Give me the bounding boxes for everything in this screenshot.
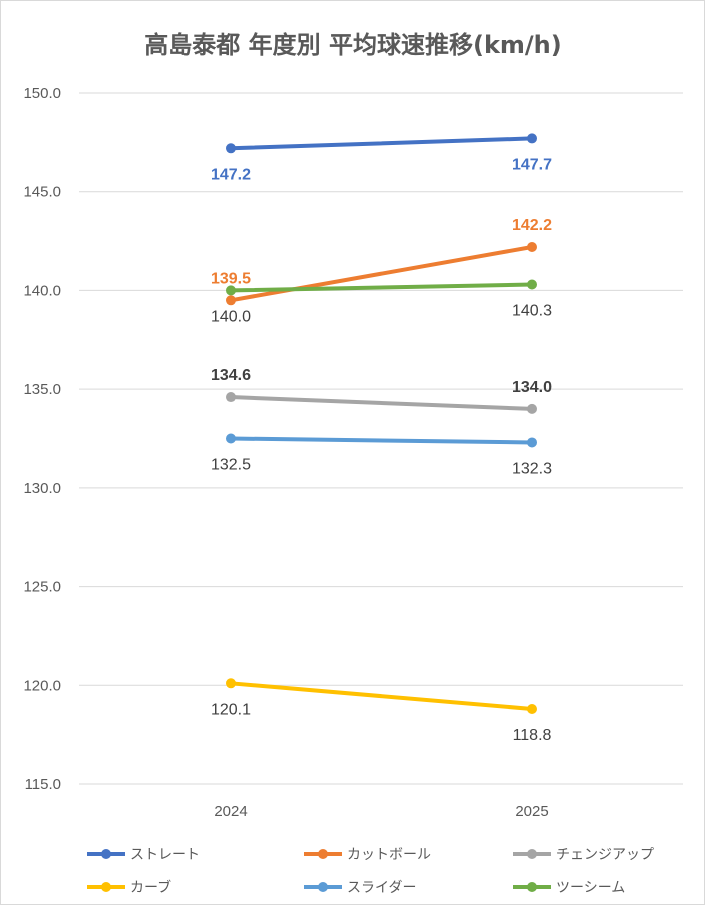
series-2 (226, 241, 537, 306)
y-tick-label: 115.0 (25, 776, 61, 793)
chart-title: 高島泰都 年度別 平均球速推移(km/h) (144, 31, 561, 59)
legend-label: ツーシーム (556, 880, 625, 896)
y-tick-label: 130.0 (23, 480, 61, 497)
data-point (527, 241, 537, 252)
y-tick-label: 120.0 (23, 677, 61, 694)
data-point (226, 143, 236, 154)
x-tick-label: 2025 (515, 803, 548, 820)
series-4 (226, 678, 537, 714)
legend-swatch-marker (527, 882, 537, 892)
series-5 (226, 433, 537, 448)
y-tick-label: 125.0 (23, 579, 61, 596)
series-line (229, 681, 534, 711)
series-6 (226, 279, 537, 296)
data-label: 132.5 (211, 457, 251, 474)
series-line (229, 136, 534, 151)
y-axis: 150.0 145.0 140.0 135.0 130.0 125.0 120.0 115.0 (23, 85, 61, 793)
y-tick-label: 145.0 (23, 184, 61, 201)
data-point (527, 133, 537, 144)
series-line (229, 436, 534, 445)
x-tick-label: 2024 (214, 803, 247, 820)
data-point (527, 703, 537, 714)
legend-label: カーブ (130, 879, 171, 896)
legend-label: スライダー (347, 880, 416, 896)
legend-label: チェンジアップ (556, 847, 654, 863)
data-point (527, 279, 537, 290)
data-point (226, 295, 236, 306)
gridlines (79, 92, 683, 785)
data-point (226, 678, 236, 689)
data-point (226, 285, 236, 296)
data-label: 140.0 (211, 308, 251, 325)
legend-label: カットボール (347, 847, 431, 863)
data-label: 147.2 (211, 166, 251, 183)
series-1 (226, 133, 537, 154)
y-tick-label: 135.0 (23, 381, 61, 398)
y-tick-label: 140.0 (23, 282, 61, 299)
series-3 (226, 392, 537, 414)
x-axis: 2024 2025 (214, 803, 548, 820)
legend-item: カットボール (304, 847, 431, 863)
data-point (226, 433, 236, 444)
data-label: 134.6 (211, 367, 251, 384)
data-label: 140.3 (512, 303, 552, 320)
data-label: 134.0 (512, 379, 552, 396)
legend-swatch-marker (318, 882, 328, 892)
legend-item: カーブ (87, 879, 171, 896)
data-point (226, 392, 236, 403)
data-label: 139.5 (211, 270, 251, 287)
data-label: 142.2 (512, 217, 552, 234)
legend-swatch-marker (101, 849, 111, 859)
data-labels: 147.2 147.7 139.5 142.2 134.6 134.0 120.1 118.8… (211, 156, 552, 744)
series-line (229, 395, 534, 411)
data-point (527, 403, 537, 414)
legend-swatch-marker (527, 849, 537, 859)
data-label: 120.1 (211, 701, 251, 718)
data-point (527, 437, 537, 448)
legend-swatch-marker (101, 882, 111, 892)
series-line (229, 282, 534, 293)
series-layer (226, 133, 537, 714)
y-tick-label: 150.0 (23, 85, 61, 102)
series-line (229, 244, 534, 303)
data-label: 132.3 (512, 460, 552, 477)
data-label: 147.7 (512, 156, 552, 173)
legend-swatch-marker (318, 849, 328, 859)
legend-label: ストレート (130, 847, 200, 863)
legend-item: スライダー (304, 880, 416, 896)
data-label: 118.8 (513, 727, 552, 744)
legend-item: ストレート (87, 847, 200, 863)
legend-item: チェンジアップ (513, 847, 654, 863)
legend-item: ツーシーム (513, 880, 625, 896)
